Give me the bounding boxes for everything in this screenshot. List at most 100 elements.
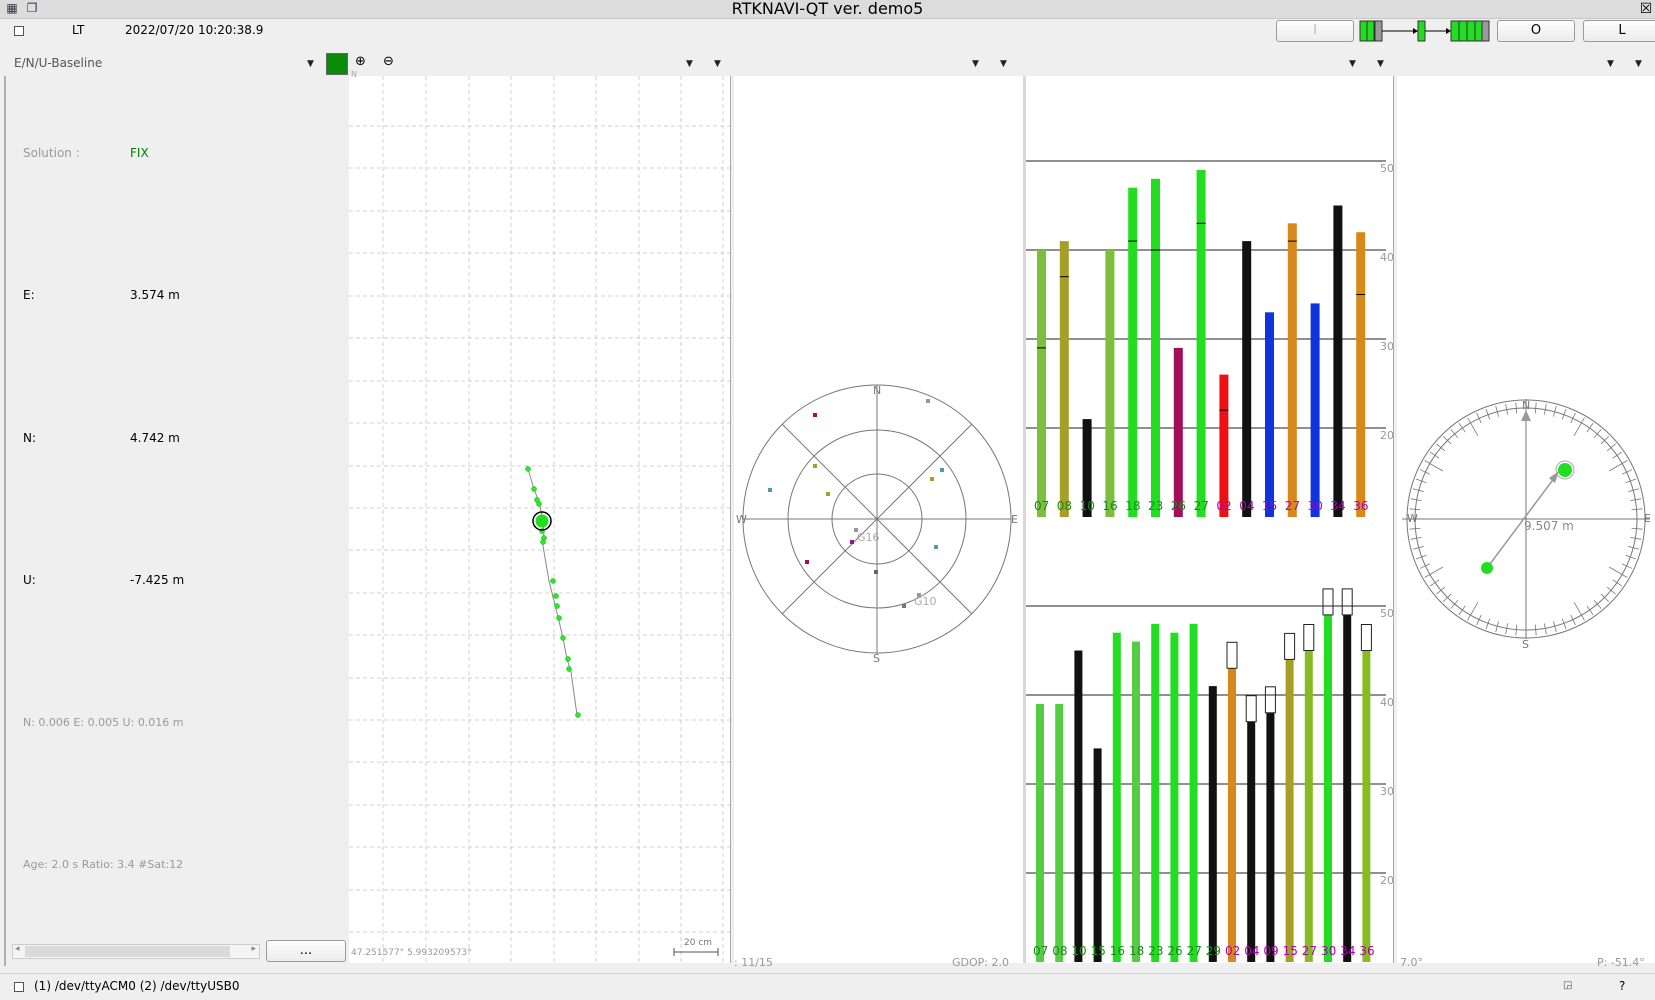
track-plot-panel[interactable]: N 47.251577° 5.993209573° 20 cm bbox=[349, 70, 731, 963]
rover-marker bbox=[1558, 463, 1572, 477]
snr-sat-label: 15 bbox=[1090, 944, 1106, 958]
plot-scale-label: 20 cm bbox=[684, 938, 713, 948]
more-options-button[interactable]: ... bbox=[266, 940, 346, 962]
compass-tick bbox=[1621, 563, 1633, 569]
sky-south-label: S bbox=[873, 652, 880, 665]
snr-bar bbox=[1112, 632, 1121, 962]
scroll-left-icon[interactable]: ◂ bbox=[15, 944, 20, 954]
plot3-mode-dropdown-icon[interactable]: ▼ bbox=[1349, 59, 1356, 69]
compass-tick bbox=[1570, 614, 1576, 626]
snr-sat-label: 09 bbox=[1263, 944, 1279, 958]
status-checkbox[interactable] bbox=[14, 982, 24, 992]
compass-plot bbox=[1402, 399, 1650, 639]
snr-sat-label: 02 bbox=[1225, 944, 1241, 958]
compass-tick bbox=[1608, 566, 1628, 578]
plot1-freq-dropdown-icon[interactable]: ▼ bbox=[714, 59, 721, 69]
snr-bar bbox=[1059, 241, 1069, 517]
solution-label: Solution : bbox=[23, 146, 80, 160]
plot4-mode-dropdown-icon[interactable]: ▼ bbox=[1607, 59, 1614, 69]
compass-tick bbox=[1467, 417, 1479, 437]
compass-tick bbox=[1415, 478, 1427, 484]
snr-y-tick-label: 20 bbox=[1380, 429, 1394, 442]
compass-panel[interactable]: N S E W 9.507 m 7.0° P: -51.4° bbox=[1397, 76, 1655, 969]
snr-bar bbox=[1196, 169, 1206, 517]
snr-bar bbox=[1247, 721, 1256, 962]
scrollbar-thumb[interactable] bbox=[25, 946, 230, 957]
snr-panel[interactable]: 50 40 30 20 07 08 10 16 18 23 26 27 02 04 15 27 30 34 36 50… bbox=[1026, 76, 1394, 963]
snr-sat-label: 15 bbox=[1282, 944, 1298, 958]
scroll-right-icon[interactable]: ▸ bbox=[251, 944, 256, 954]
datetime-display: 2022/07/20 10:20:38.9 bbox=[125, 23, 264, 37]
solution-status-indicator bbox=[326, 53, 348, 75]
snr-bar bbox=[1265, 312, 1274, 517]
snr-bar bbox=[1151, 178, 1160, 518]
compass-tick bbox=[1625, 554, 1637, 560]
plot-mode-select[interactable]: E/N/U-Baseline bbox=[14, 56, 103, 70]
zoom-out-icon[interactable]: ⊖ bbox=[383, 54, 394, 69]
snr-bar bbox=[1082, 419, 1092, 517]
sky-east-label: E bbox=[1011, 513, 1018, 526]
horizontal-scrollbar[interactable]: ◂ ▸ bbox=[12, 944, 260, 959]
snr-sat-label: 08 bbox=[1056, 499, 1073, 513]
panel-toggle-checkbox[interactable] bbox=[14, 26, 24, 36]
compass-elevation: 7.0° bbox=[1400, 956, 1423, 969]
snr-bar bbox=[1128, 187, 1138, 517]
snr-y-tick-label: 20 bbox=[1380, 874, 1394, 887]
time-mode-select[interactable]: LT bbox=[72, 23, 85, 37]
compass-tick bbox=[1625, 478, 1637, 484]
snr-sat-label: 15 bbox=[1262, 499, 1278, 513]
chevron-down-icon[interactable]: ▼ bbox=[307, 59, 314, 69]
close-icon[interactable]: ☒ bbox=[1639, 1, 1653, 17]
plot1-mode-dropdown-icon[interactable]: ▼ bbox=[686, 59, 693, 69]
sky-west-label: W bbox=[736, 513, 747, 526]
resize-grip-icon[interactable]: ◲ bbox=[1563, 980, 1573, 991]
snr-sat-label: 18 bbox=[1129, 944, 1145, 958]
snr-sat-label: 30 bbox=[1307, 499, 1323, 513]
track-plot bbox=[349, 76, 730, 963]
compass-tick bbox=[1534, 402, 1537, 414]
snr-bar bbox=[1093, 748, 1102, 962]
sky-north-label: N bbox=[873, 384, 882, 397]
compass-tick bbox=[1505, 623, 1508, 635]
stream-status-graphic bbox=[1359, 20, 1490, 42]
snr-bar bbox=[1219, 374, 1229, 517]
log-stream-button[interactable]: L bbox=[1583, 20, 1655, 42]
snr-sat-label: 26 bbox=[1170, 499, 1187, 513]
app-icon[interactable]: ▦ bbox=[6, 1, 18, 15]
snr-y-tick-label: 50 bbox=[1380, 162, 1394, 175]
snr-bar bbox=[1242, 241, 1252, 517]
snr-sat-label: 10 bbox=[1079, 499, 1095, 513]
solution-value: FIX bbox=[130, 146, 149, 160]
age-ratio-text: Age: 2.0 s Ratio: 3.4 #Sat:12 bbox=[23, 858, 184, 871]
window-title: RTKNAVI-QT ver. demo5 bbox=[731, 0, 924, 18]
skyplot-panel[interactable]: N S E W G16 G10 : 11/15 GDOP: 2.0 bbox=[734, 76, 1026, 969]
snr-y-tick-label: 40 bbox=[1380, 696, 1394, 709]
compass-tick bbox=[1476, 614, 1482, 626]
snr-bar bbox=[1189, 623, 1198, 962]
base-station-marker bbox=[1481, 562, 1493, 574]
compass-tick bbox=[1570, 412, 1576, 424]
snr-y-tick-label: 30 bbox=[1380, 340, 1394, 353]
compass-tick bbox=[1505, 403, 1508, 415]
compass-tick bbox=[1485, 618, 1491, 630]
solution-panel bbox=[4, 76, 346, 966]
snr-bar bbox=[1343, 614, 1352, 962]
help-button[interactable]: ? bbox=[1619, 979, 1626, 993]
snr-sat-label: 16 bbox=[1109, 944, 1126, 958]
zoom-in-icon[interactable]: ⊕ bbox=[355, 54, 366, 69]
snr-sat-label: 23 bbox=[1148, 944, 1164, 958]
input-stream-button[interactable]: I bbox=[1276, 20, 1354, 42]
east-value: 3.574 m bbox=[130, 288, 180, 302]
plot2-freq-dropdown-icon[interactable]: ▼ bbox=[1000, 59, 1007, 69]
compass-tick bbox=[1515, 402, 1518, 414]
snr-sat-label: 27 bbox=[1186, 944, 1202, 958]
snr-sat-label: 02 bbox=[1216, 499, 1232, 513]
window-restore-icon[interactable]: ❐ bbox=[26, 1, 38, 15]
plot3-freq-dropdown-icon[interactable]: ▼ bbox=[1377, 59, 1384, 69]
snr-sat-label: 36 bbox=[1359, 944, 1375, 958]
snr-sat-label: 04 bbox=[1239, 499, 1255, 513]
plot2-mode-dropdown-icon[interactable]: ▼ bbox=[972, 59, 979, 69]
up-label: U: bbox=[23, 573, 36, 587]
output-stream-button[interactable]: O bbox=[1497, 20, 1575, 42]
plot4-freq-dropdown-icon[interactable]: ▼ bbox=[1635, 59, 1642, 69]
